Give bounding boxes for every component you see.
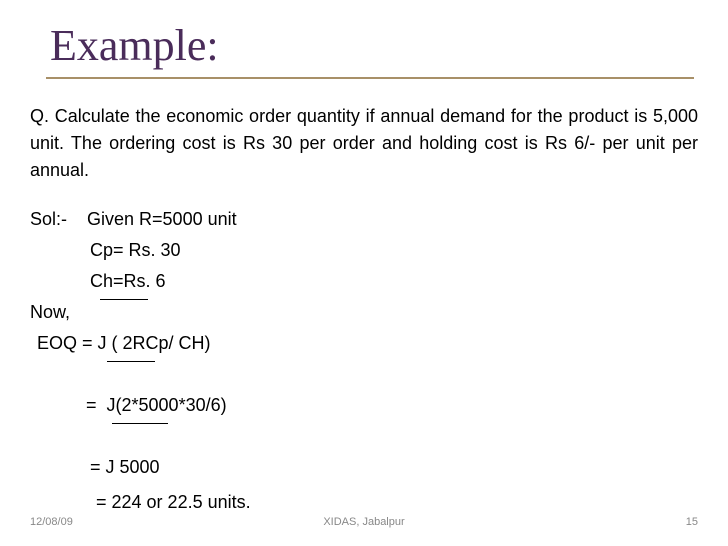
now-line: Now, (30, 299, 698, 326)
slide-title: Example: (30, 20, 698, 71)
title-underline (46, 77, 694, 79)
question-text: Q. Calculate the economic order quantity… (30, 103, 698, 184)
ch-line: Ch=Rs. 6 (30, 268, 698, 295)
slide-content: Q. Calculate the economic order quantity… (30, 103, 698, 516)
sol-given-line: Sol:- Given R=5000 unit (30, 206, 698, 233)
sqrt-overline-1 (100, 299, 148, 300)
eoq-formula-line: EOQ = J ( 2RCp/ CH) (30, 330, 698, 357)
eoq-result-line: = 224 or 22.5 units. (30, 489, 698, 516)
overline-3-row (30, 423, 698, 450)
now-text: Now, (30, 302, 70, 322)
footer-page-number: 15 (686, 516, 698, 528)
sqrt-overline-3 (112, 423, 168, 424)
slide-footer: 12/08/09 XIDAS, Jabalpur 15 (30, 516, 698, 528)
sqrt-overline-2 (107, 361, 155, 362)
footer-center: XIDAS, Jabalpur (323, 516, 404, 528)
cp-line: Cp= Rs. 30 (30, 237, 698, 264)
slide-container: Example: Q. Calculate the economic order… (0, 0, 728, 546)
overline-2-row (30, 361, 698, 388)
eoq-val-line: = J 5000 (30, 454, 698, 481)
eoq-calc-line: = J(2*5000*30/6) (30, 392, 698, 419)
footer-date: 12/08/09 (30, 516, 73, 528)
